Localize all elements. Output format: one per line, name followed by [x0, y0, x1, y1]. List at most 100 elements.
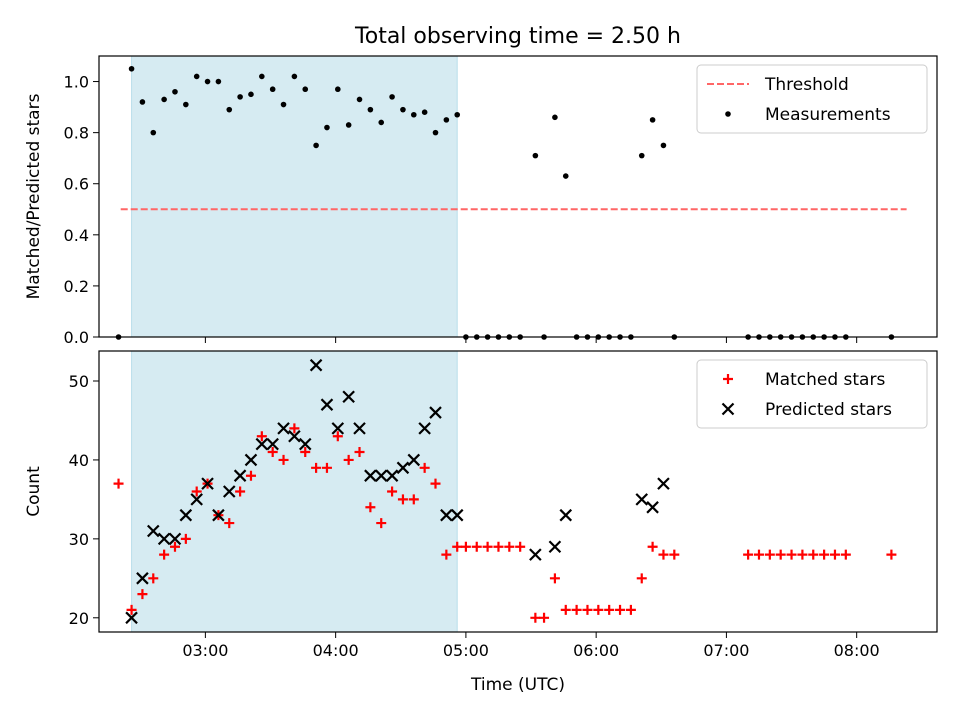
measurement-point: [389, 94, 395, 100]
predicted-star-point: [657, 477, 670, 490]
matched-star-point: [365, 502, 376, 513]
matched-star-point: [647, 541, 658, 552]
measurement-point: [454, 111, 461, 118]
matched-star-point: [636, 573, 647, 584]
predicted-star-point: [529, 548, 542, 561]
predicted-star-point: [635, 493, 649, 506]
predicted-star-point: [277, 422, 290, 435]
legend-label: Measurements: [765, 105, 891, 125]
measurement-point: [378, 119, 385, 126]
x-tick-label: 06:00: [573, 641, 619, 660]
measurement-point: [161, 96, 167, 103]
matched-star-point: [471, 541, 482, 552]
matched-star-point: [539, 612, 550, 623]
y-tick-label: 30: [69, 530, 89, 549]
legend-box: [696, 359, 928, 429]
measurement-point: [400, 106, 406, 113]
bottom-panel: 20 30 40 50 03:00 04:00 05:00 06:00 07:00 08:00 Co…: [24, 350, 938, 695]
measurement-point: [313, 142, 319, 149]
predicted-star-point: [288, 429, 301, 443]
predicted-star-point: [212, 508, 225, 522]
matched-star-point: [169, 541, 180, 552]
matched-star-point: [786, 549, 797, 560]
predicted-star-point: [559, 508, 573, 522]
measurement-point: [226, 106, 233, 113]
predicted-star-point: [190, 493, 203, 506]
legend-measurement-swatch: [725, 111, 731, 117]
predicted-star-point: [548, 540, 562, 554]
measurement-point: [215, 78, 222, 85]
matched-star-point: [460, 541, 471, 552]
predicted-star-point: [374, 469, 388, 482]
predicted-star-point: [266, 437, 279, 451]
matched-star-point: [343, 454, 354, 465]
measurement-point: [638, 152, 645, 159]
measurement-point: [128, 65, 135, 72]
measurement-point: [193, 73, 200, 80]
matched-star-point: [530, 612, 541, 623]
x-axis-label: Time (UTC): [470, 675, 565, 695]
matched-star-point: [256, 431, 267, 442]
observing-span: [131, 55, 458, 338]
matched-star-point: [376, 518, 387, 529]
predicted-star-point: [418, 422, 431, 435]
matched-star-point: [397, 494, 408, 505]
chart-title: Total observing time = 2.50 h: [354, 24, 681, 49]
x-tick-label: 03:00: [182, 641, 228, 660]
x-tick-label: 04:00: [313, 641, 359, 660]
predicted-star-point: [407, 453, 421, 467]
predicted-star-point: [136, 572, 149, 585]
matched-star-point: [797, 549, 808, 560]
matched-star-point: [278, 454, 289, 465]
measurement-point: [443, 117, 450, 123]
measurement-point: [302, 86, 309, 93]
measurement-point: [421, 109, 428, 115]
measurement-point: [150, 129, 157, 136]
measurement-point: [367, 106, 374, 113]
matched-star-point: [840, 549, 851, 560]
predicted-star-point: [157, 532, 171, 546]
measurement-point: [139, 99, 146, 105]
matched-star-point: [408, 494, 419, 505]
y-tick-label: 0.6: [64, 175, 89, 194]
matched-star-point: [560, 604, 571, 615]
predicted-star-point: [450, 508, 464, 522]
predicted-star-point: [201, 477, 214, 490]
matched-star-point: [482, 541, 493, 552]
measurement-point: [248, 91, 254, 98]
measurement-point: [259, 73, 265, 80]
predicted-star-point: [646, 501, 659, 514]
y-tick-label: 0.0: [64, 328, 89, 347]
predicted-star-point: [396, 461, 410, 475]
matched-star-point: [829, 549, 840, 560]
x-tick-label: 07:00: [703, 641, 749, 660]
y-axis-label: Count: [24, 466, 44, 517]
measurement-point: [345, 122, 352, 128]
matched-star-point: [354, 447, 365, 458]
y-tick-label: 50: [69, 372, 89, 391]
measurement-point: [204, 78, 211, 85]
matched-star-point: [504, 541, 515, 552]
predicted-star-point: [179, 508, 193, 522]
matched-star-point: [743, 549, 754, 560]
matched-star-point: [549, 573, 560, 584]
legend-box: [696, 64, 928, 134]
y-tick-label: 0.8: [64, 124, 89, 143]
predicted-star-point: [440, 508, 453, 522]
top-panel: 0.0 0.2 0.4 0.6 0.8 1.0 Matched/Predicted star…: [24, 55, 938, 347]
matched-star-point: [615, 604, 626, 615]
x-tick-label: 05:00: [443, 641, 489, 660]
y-tick-label: 40: [69, 451, 89, 470]
predicted-star-point: [342, 390, 355, 404]
measurement-point: [432, 129, 439, 136]
matched-star-point: [235, 486, 246, 497]
y-tick-label: 0.2: [64, 277, 89, 296]
legend: Matched stars Predicted stars: [696, 359, 928, 429]
plot-frame: [98, 350, 938, 633]
predicted-star-point: [222, 485, 236, 498]
matched-star-point: [441, 549, 452, 560]
matched-star-point: [300, 447, 311, 458]
y-tick-label: 1.0: [64, 73, 89, 92]
measurement-point: [269, 86, 276, 93]
